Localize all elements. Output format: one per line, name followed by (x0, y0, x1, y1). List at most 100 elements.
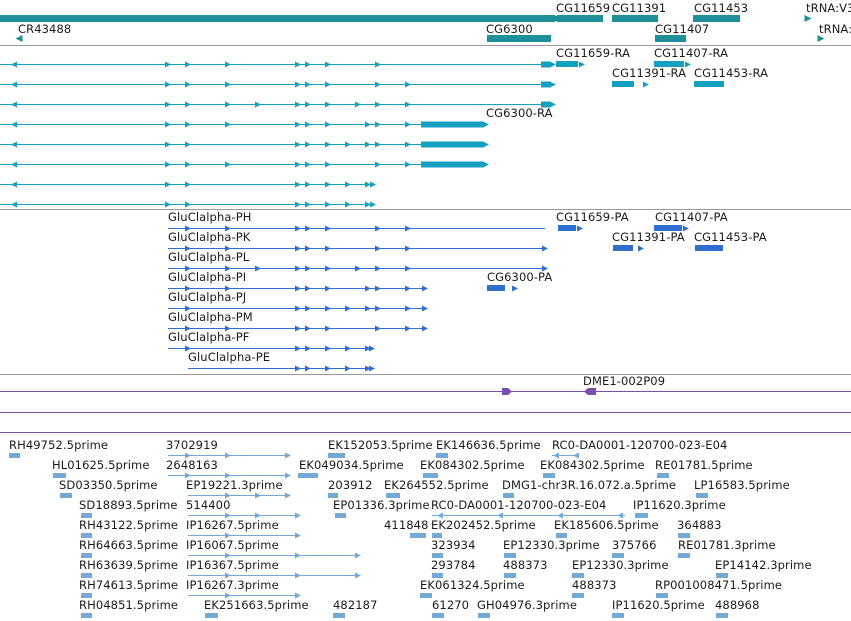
est-exon[interactable] (635, 513, 648, 518)
est-exon[interactable] (410, 533, 426, 538)
protein-exon[interactable] (512, 285, 518, 292)
est-label[interactable]: IP16367.5prime (186, 558, 279, 572)
protein-exon[interactable] (225, 285, 231, 292)
est-label[interactable]: 488373 (503, 558, 548, 572)
protein-exon[interactable] (638, 245, 644, 252)
protein-exon[interactable] (295, 285, 301, 292)
transcript-exon[interactable] (295, 121, 301, 128)
protein-label[interactable]: GluClalpha-PF (168, 330, 250, 344)
est-exon[interactable] (556, 533, 567, 538)
transcript-exon[interactable] (421, 161, 484, 168)
est-exon[interactable] (285, 452, 291, 459)
transcript-exon[interactable] (405, 141, 411, 148)
protein-exon[interactable] (405, 325, 411, 332)
protein-label[interactable]: GluClalpha-PI (168, 270, 247, 284)
transcript-exon[interactable] (295, 101, 301, 108)
transcript-exon[interactable] (643, 81, 649, 88)
est-exon[interactable] (255, 492, 261, 499)
protein-exon[interactable] (369, 365, 375, 372)
est-label[interactable]: IP11620.5prime (612, 598, 705, 612)
protein-exon[interactable] (225, 225, 231, 232)
transcript-exon[interactable] (165, 101, 171, 108)
protein-exon[interactable] (305, 225, 311, 232)
protein-exon[interactable] (305, 265, 311, 272)
gene-glyph[interactable] (804, 15, 812, 22)
est-exon[interactable] (225, 592, 231, 599)
est-label[interactable]: RP001008471.5prime (655, 578, 783, 592)
protein-exon[interactable] (375, 225, 381, 232)
protein-label[interactable]: GluClalpha-PJ (168, 290, 247, 304)
protein-exon[interactable] (325, 325, 331, 332)
transcript-exon[interactable] (165, 201, 171, 208)
transcript-label[interactable]: CG11391-RA (612, 66, 687, 80)
est-label[interactable]: RH74613.5prime (79, 578, 179, 592)
protein-exon[interactable] (405, 225, 411, 232)
transcript-exon[interactable] (405, 81, 411, 88)
protein-exon[interactable] (185, 345, 191, 352)
est-exon[interactable] (295, 592, 301, 599)
protein-exon[interactable] (355, 265, 361, 272)
protein-exon[interactable] (422, 325, 428, 332)
est-exon[interactable] (386, 493, 400, 498)
transcript-exon[interactable] (165, 161, 171, 168)
est-exon[interactable] (432, 533, 442, 538)
est-label[interactable]: EK202452.5prime (431, 518, 536, 532)
transcript-exon[interactable] (185, 121, 191, 128)
est-label[interactable]: LP16583.5prime (694, 478, 790, 492)
transcript-exon[interactable] (11, 121, 17, 128)
protein-exon[interactable] (305, 345, 311, 352)
transcript-exon[interactable] (421, 121, 484, 128)
est-label[interactable]: RC0-DA0001-120700-023-E04 (431, 498, 607, 512)
transcript-exon[interactable] (345, 141, 351, 148)
est-label[interactable]: 411848 (384, 518, 429, 532)
transcript-exon[interactable] (365, 181, 371, 188)
protein-exon[interactable] (325, 225, 331, 232)
transcript-exon[interactable] (365, 141, 371, 148)
est-label[interactable]: HL01625.5prime (52, 458, 150, 472)
transcript-exon[interactable] (370, 201, 376, 208)
est-label[interactable]: EP14142.3prime (715, 558, 812, 572)
protein-exon[interactable] (345, 305, 351, 312)
est-exon[interactable] (504, 573, 516, 578)
est-exon[interactable] (225, 532, 231, 539)
transcript-exon[interactable] (405, 161, 411, 168)
est-exon[interactable] (716, 613, 728, 618)
gene-label[interactable]: tRNA:V3 (806, 1, 851, 15)
protein-exon[interactable] (558, 225, 576, 231)
est-label[interactable]: EK146636.5prime (436, 438, 541, 452)
protein-label[interactable]: GluClalpha-PH (168, 210, 252, 224)
est-label[interactable]: SD18893.5prime (79, 498, 178, 512)
est-exon[interactable] (295, 532, 301, 539)
est-exon[interactable] (678, 533, 690, 538)
est-exon[interactable] (81, 593, 92, 598)
protein-exon[interactable] (369, 345, 375, 352)
transcript-exon[interactable] (305, 181, 311, 188)
protein-exon[interactable] (365, 285, 371, 292)
protein-label[interactable]: GluClalpha-PM (168, 310, 253, 324)
transcript-exon[interactable] (550, 101, 556, 108)
protein-exon[interactable] (375, 285, 381, 292)
transcript-exon[interactable] (325, 121, 331, 128)
transcript-exon[interactable] (305, 61, 311, 68)
protein-exon[interactable] (325, 245, 331, 252)
transcript-exon[interactable] (225, 121, 231, 128)
est-exon[interactable] (185, 472, 191, 479)
protein-exon[interactable] (405, 245, 411, 252)
est-label[interactable]: RC0-DA0001-120700-023-E04 (552, 438, 728, 452)
est-exon[interactable] (503, 493, 514, 498)
est-exon[interactable] (53, 473, 66, 478)
transcript-exon[interactable] (165, 121, 171, 128)
protein-exon[interactable] (185, 305, 191, 312)
transcript-exon[interactable] (11, 201, 17, 208)
est-label[interactable]: 488968 (715, 598, 760, 612)
protein-exon[interactable] (365, 365, 371, 372)
est-label[interactable]: IP16267.3prime (186, 578, 279, 592)
est-label[interactable]: EP19221.3prime (186, 478, 283, 492)
protein-exon[interactable] (305, 365, 311, 372)
protein-exon[interactable] (325, 285, 331, 292)
transcript-exon[interactable] (375, 161, 381, 168)
protein-exon[interactable] (305, 245, 311, 252)
protein-exon[interactable] (295, 225, 301, 232)
protein-exon[interactable] (375, 245, 381, 252)
protein-exon[interactable] (305, 325, 311, 332)
